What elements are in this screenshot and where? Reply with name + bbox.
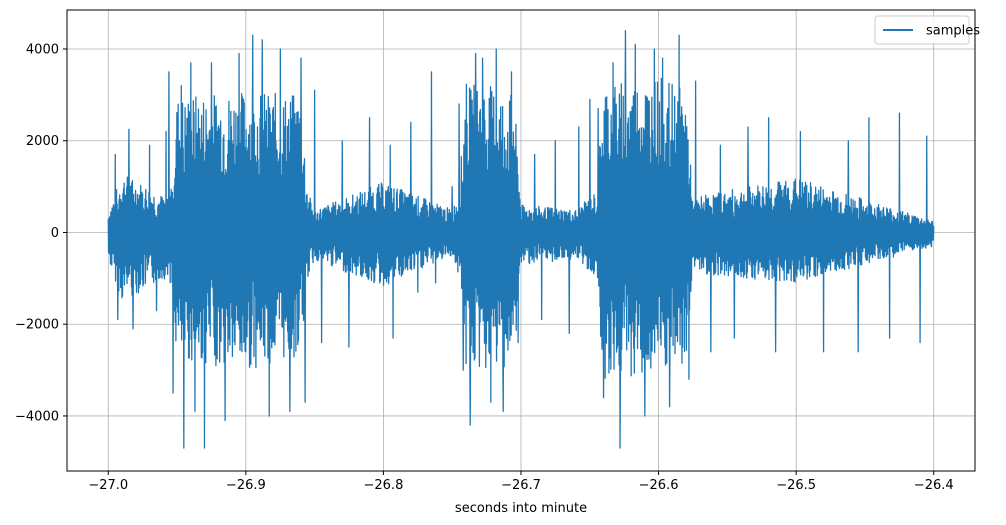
- plot-area: [107, 29, 935, 449]
- y-tick-label: 4000: [26, 42, 59, 57]
- y-tick-label: 0: [51, 226, 59, 241]
- y-tick-label: 2000: [26, 134, 59, 149]
- x-tick-label: −27.0: [88, 478, 128, 493]
- y-tick-label: −2000: [15, 318, 59, 333]
- legend: samples: [874, 15, 980, 45]
- x-tick-label: −26.5: [776, 478, 816, 493]
- x-tick-label: −26.8: [364, 478, 404, 493]
- x-tick-label: −26.6: [639, 478, 679, 493]
- x-tick-label: −26.4: [914, 478, 954, 493]
- x-tick-label: −26.7: [501, 478, 541, 493]
- y-tick-label: −4000: [15, 409, 59, 424]
- x-tick-label: −26.9: [226, 478, 266, 493]
- x-axis: −27.0 −26.9 −26.8 −26.7 −26.6 −26.5 −26.4: [88, 471, 954, 493]
- legend-label-samples: samples: [926, 24, 980, 39]
- series-line-samples: [107, 29, 935, 449]
- x-axis-label: seconds into minute: [455, 501, 587, 516]
- legend-box: [874, 15, 970, 45]
- y-axis: −4000 −2000 0 2000 4000: [15, 42, 67, 424]
